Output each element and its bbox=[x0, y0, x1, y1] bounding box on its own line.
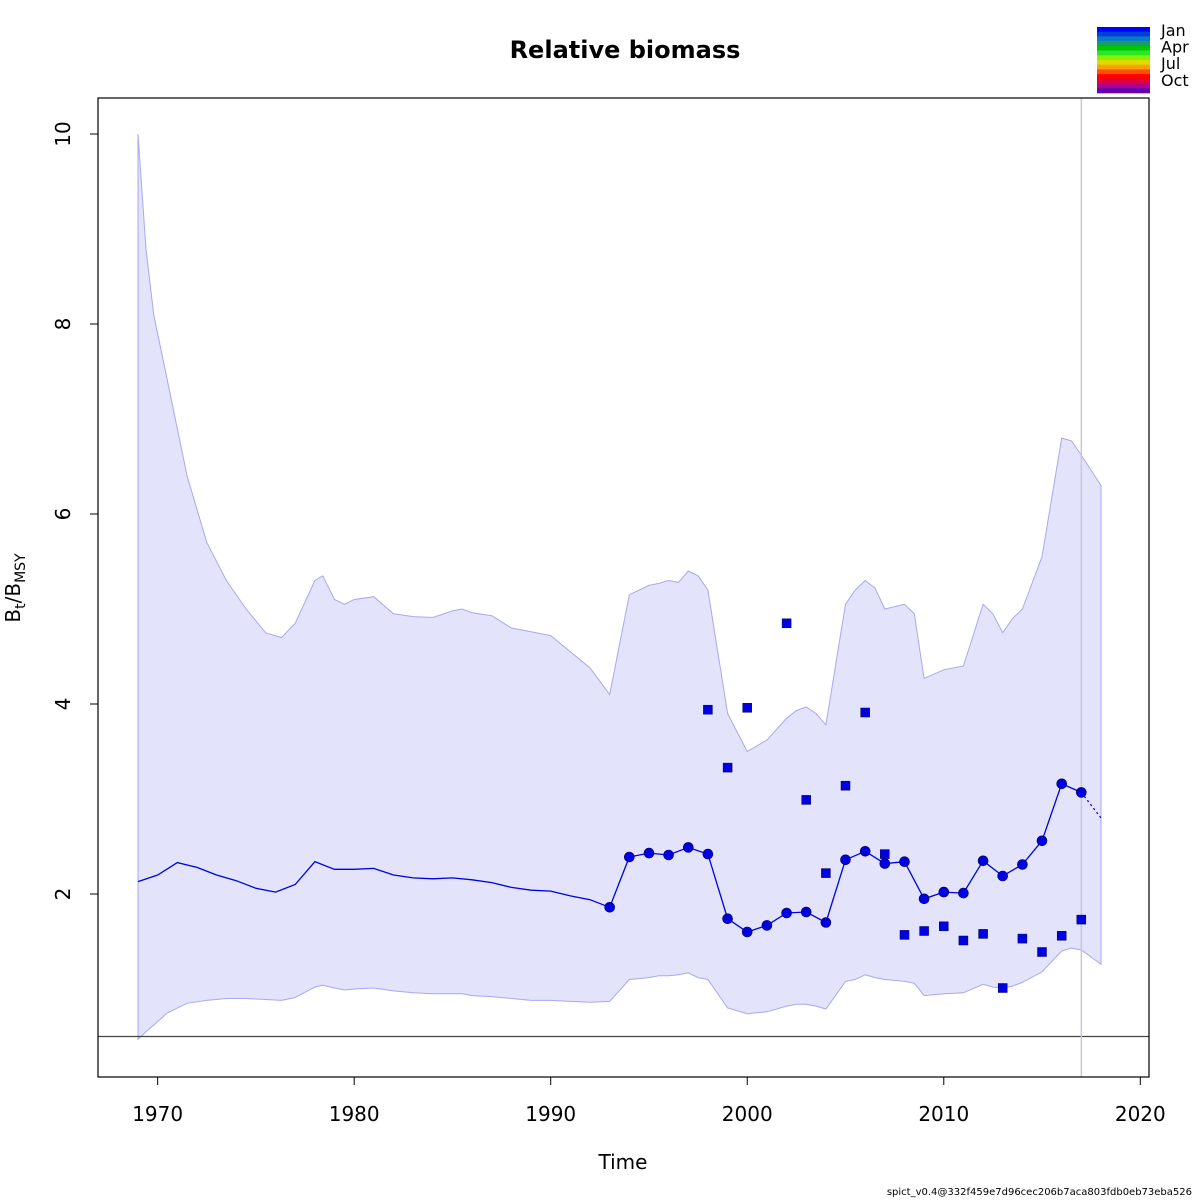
y-label-sep: /B bbox=[1, 583, 25, 603]
annual-point bbox=[1017, 859, 1028, 870]
season-color-swatch bbox=[1097, 69, 1150, 75]
x-tick-label: 2010 bbox=[918, 1102, 969, 1126]
observation-point bbox=[722, 762, 733, 773]
season-label: Oct bbox=[1161, 71, 1189, 90]
x-tick-label: 2020 bbox=[1115, 1102, 1166, 1126]
season-color-swatch bbox=[1097, 55, 1150, 61]
season-color-swatch bbox=[1097, 88, 1150, 94]
estimate-line bbox=[137, 860, 610, 908]
observation-point bbox=[781, 618, 792, 629]
season-color-swatch bbox=[1097, 27, 1150, 32]
observation-point bbox=[703, 704, 713, 715]
y-tick-label: 8 bbox=[51, 318, 75, 331]
observation-point bbox=[899, 930, 910, 940]
season-color-swatch bbox=[1097, 45, 1150, 51]
observation-point bbox=[958, 935, 969, 946]
annual-point bbox=[820, 917, 832, 928]
observation-point bbox=[919, 926, 929, 936]
annual-point bbox=[663, 849, 674, 861]
annual-point bbox=[899, 856, 910, 868]
annual-point bbox=[1076, 787, 1087, 798]
observation-point bbox=[1037, 947, 1047, 957]
y-label-sub-msy: MSY bbox=[13, 553, 29, 583]
annual-point bbox=[761, 920, 773, 931]
x-tick-label: 1990 bbox=[525, 1102, 576, 1126]
annual-point bbox=[800, 906, 812, 918]
observation-point bbox=[1076, 914, 1087, 925]
y-tick-label: 10 bbox=[51, 121, 75, 146]
y-axis-label: Bt/BMSY bbox=[1, 553, 29, 623]
season-color-swatch bbox=[1097, 31, 1150, 37]
observation-point bbox=[1056, 931, 1067, 941]
annual-point bbox=[859, 845, 871, 857]
annual-point bbox=[1036, 835, 1048, 847]
annual-point bbox=[1056, 778, 1067, 790]
observation-point bbox=[939, 921, 949, 932]
confidence-band bbox=[137, 133, 1102, 1041]
x-tick-label: 1970 bbox=[132, 1102, 183, 1126]
observation-point bbox=[742, 703, 752, 713]
y-tick-label: 2 bbox=[51, 888, 75, 901]
season-label: Jul bbox=[1160, 54, 1180, 73]
plot-area bbox=[98, 98, 1149, 1077]
observation-point bbox=[821, 868, 831, 878]
annual-point bbox=[682, 842, 694, 853]
observation-point bbox=[880, 849, 890, 859]
annual-point bbox=[702, 848, 714, 860]
y-axis: 2 4 6 8 10 bbox=[51, 121, 99, 901]
annual-point bbox=[722, 913, 733, 925]
x-axis: 1970 1980 1990 2000 2010 2020 bbox=[132, 1076, 1166, 1126]
y-tick-label: 4 bbox=[51, 698, 75, 711]
x-tick-label: 2000 bbox=[722, 1102, 773, 1126]
y-label-main: B bbox=[1, 609, 25, 623]
observation-point bbox=[978, 929, 988, 939]
annual-point bbox=[781, 907, 792, 919]
season-label: Jan bbox=[1160, 21, 1186, 40]
season-color-swatch bbox=[1097, 50, 1150, 56]
annual-point bbox=[997, 870, 1009, 882]
season-color-swatch bbox=[1097, 64, 1150, 70]
season-color-swatch bbox=[1097, 36, 1150, 42]
annual-point bbox=[958, 887, 969, 899]
annual-point bbox=[623, 851, 635, 863]
annual-point bbox=[977, 855, 989, 867]
season-color-swatch bbox=[1097, 78, 1150, 84]
season-label: Apr bbox=[1161, 38, 1189, 57]
observation-point bbox=[840, 780, 851, 791]
annual-point bbox=[840, 854, 851, 866]
season-color-swatch bbox=[1097, 41, 1150, 47]
version-footer: spict_v0.4@332f459e7d96cec206b7aca803fdb… bbox=[886, 1187, 1192, 1198]
annual-point bbox=[604, 901, 616, 913]
season-color-swatch bbox=[1097, 60, 1150, 65]
annual-point bbox=[643, 847, 655, 859]
y-label-sub-t: t bbox=[13, 603, 29, 609]
annual-point bbox=[879, 858, 891, 869]
observation-point bbox=[997, 983, 1008, 993]
x-tick-label: 1980 bbox=[329, 1102, 380, 1126]
annual-point bbox=[741, 926, 753, 938]
forecast-line bbox=[1080, 792, 1102, 819]
annual-point bbox=[918, 893, 930, 905]
season-color-swatch bbox=[1097, 83, 1150, 89]
observation-point bbox=[801, 795, 811, 805]
annual-point bbox=[938, 886, 950, 898]
observation-point bbox=[1017, 933, 1028, 944]
chart-title: Relative biomass bbox=[510, 36, 741, 64]
x-axis-label: Time bbox=[598, 1150, 648, 1174]
season-color-swatch bbox=[1097, 74, 1150, 80]
observation-point bbox=[860, 707, 870, 718]
y-tick-label: 6 bbox=[51, 508, 75, 521]
